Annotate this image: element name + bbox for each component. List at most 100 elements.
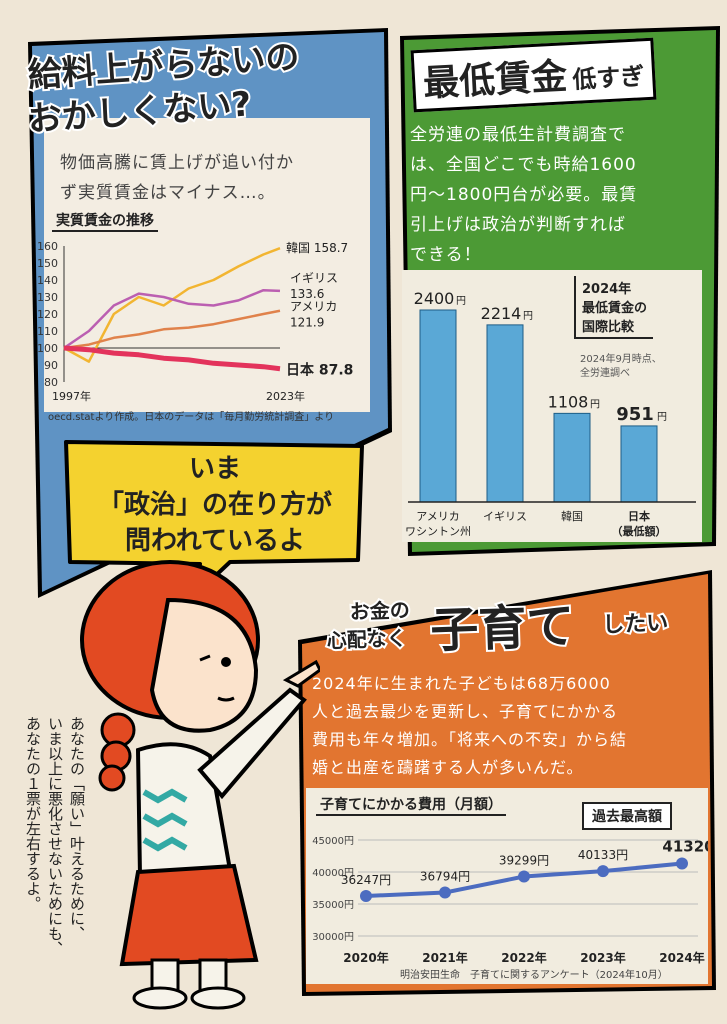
series-line-3 bbox=[63, 345, 281, 372]
bar-2 bbox=[553, 412, 591, 503]
series-line-0 bbox=[63, 247, 281, 363]
x-tick-label: 2023年 bbox=[266, 389, 305, 403]
cost-value-label: 40133円 bbox=[578, 848, 628, 862]
speech-bubble: いま 「政治」の在り方が 問われているよ bbox=[60, 436, 370, 598]
min-wage-chart-title-line1: 2024年 bbox=[582, 282, 632, 297]
x-tick-label: 2024年 bbox=[659, 950, 704, 964]
y-tick-label: 45000円 bbox=[312, 836, 354, 847]
y-tick-label: 110 bbox=[37, 325, 58, 338]
panel3-title-big: 子育て bbox=[427, 596, 577, 661]
panel2-title-small: 低すぎ bbox=[571, 62, 646, 94]
bar-value-label: 2400 bbox=[414, 289, 455, 308]
vertical-line3: あなたの１票が左右するよ。 bbox=[24, 716, 42, 911]
cost-value-label: 41320円 bbox=[662, 838, 708, 856]
cost-point bbox=[439, 886, 451, 899]
childcare-chart-label: 子育てにかかる費用（月額） bbox=[316, 794, 506, 816]
panel3-title-post: したい bbox=[600, 609, 671, 640]
panel3-body-line1: 2024年に生まれた子どもは68万6000 bbox=[312, 674, 611, 693]
bar-3 bbox=[620, 425, 658, 503]
panel2-body-line2: は、全国どこでも時給1600 bbox=[410, 155, 637, 175]
min-wage-chart-note-line2: 全労連調べ bbox=[580, 368, 630, 379]
childcare-panel-bg bbox=[298, 570, 716, 996]
usa-end-label-name: アメリカ bbox=[290, 300, 337, 314]
panel2-body-line3: 円〜1800円台が必要。最賃 bbox=[410, 185, 638, 205]
cost-value-label: 39299円 bbox=[499, 853, 549, 867]
cost-value-label: 36247円 bbox=[341, 873, 391, 887]
y-tick-label: 30000円 bbox=[312, 932, 354, 943]
cost-point bbox=[597, 865, 609, 878]
bar-value-label: 1108 bbox=[548, 392, 589, 411]
cost-point bbox=[518, 870, 530, 883]
bar-value-unit: 円 bbox=[523, 311, 533, 322]
y-tick-label: 120 bbox=[37, 308, 58, 321]
y-tick-label: 35000円 bbox=[312, 900, 354, 911]
real-wage-chart-label: 実質賃金の推移 bbox=[52, 210, 158, 232]
childcare-panel: お金の 心配なく 子育て したい 2024年に生まれた子どもは68万6000 人… bbox=[280, 560, 727, 1024]
y-tick-label: 80 bbox=[44, 376, 58, 389]
childcare-cost-chart: 45000円 40000円 35000円 30000円 36247円 2020年 36794… bbox=[312, 836, 708, 964]
vertical-message: あなたの「願い」叶えるために、 いま以上に悪化させないためにも、 あなたの１票が… bbox=[22, 716, 88, 996]
panel3-body-line2: 人と過去最少を更新し、子育てにかかる bbox=[312, 702, 619, 721]
panel1-body-line1: 物価高騰に賃上げが追い付か bbox=[60, 153, 294, 173]
series-line-1 bbox=[63, 288, 281, 350]
panel1-body-line2: ず実質賃金はマイナス…。 bbox=[60, 183, 276, 203]
panel2-title: 最低賃金 低すぎ bbox=[410, 37, 657, 113]
bar-category-label-2: （最低額） bbox=[612, 524, 667, 538]
uk-end-label-name: イギリス bbox=[290, 271, 338, 285]
bar-category-label: アメリカ bbox=[416, 510, 459, 523]
bar-1 bbox=[486, 324, 524, 503]
bar-0 bbox=[419, 309, 457, 503]
bar-value-unit: 円 bbox=[590, 399, 600, 410]
bubble-line1: いま bbox=[188, 454, 241, 484]
x-tick-label: 2023年 bbox=[580, 950, 625, 964]
y-tick-label: 150 bbox=[37, 257, 58, 270]
y-tick-label: 160 bbox=[37, 240, 58, 253]
bar-value-unit: 円 bbox=[657, 412, 667, 423]
min-wage-chart-title-line2: 最低賃金の bbox=[582, 301, 648, 316]
uk-end-value: 133.6 bbox=[290, 287, 324, 301]
cost-point bbox=[360, 890, 372, 903]
x-tick-label: 2022年 bbox=[501, 950, 546, 964]
bar-value-label: 951 bbox=[616, 404, 654, 425]
vertical-line2: いま以上に悪化させないためにも、 bbox=[46, 716, 64, 956]
y-tick-label: 130 bbox=[37, 291, 58, 304]
bar-value-label: 2214 bbox=[481, 304, 522, 323]
min-wage-chart-note-line1: 2024年9月時点、 bbox=[580, 354, 662, 365]
real-wage-chart: 80 90 100 110 120 130 140 150 160 1997年 2023年 韓国 15… bbox=[37, 240, 353, 403]
panel3-title: お金の 心配なく 子育て したい bbox=[319, 575, 721, 661]
panel3-body-line3: 費用も年々増加。「将来への不安」から結 bbox=[312, 730, 628, 749]
panel2-body-line1: 全労連の最低生計費調査で bbox=[410, 125, 626, 145]
real-wage-source: oecd.statより作成。日本のデータは「毎月勤労統計調査」より bbox=[48, 412, 335, 423]
record-high-callout: 過去最高額 bbox=[582, 802, 672, 830]
panel2-title-big: 最低賃金 bbox=[422, 56, 569, 105]
bar-category-label: イギリス bbox=[483, 510, 527, 523]
min-wage-chart-title: 2024年 最低賃金の 国際比較 bbox=[574, 276, 654, 339]
bar-category-label: 日本 bbox=[628, 509, 650, 523]
childcare-source: 明治安田生命 子育てに関するアンケート（2024年10月） bbox=[400, 970, 668, 981]
series-line-2 bbox=[63, 309, 281, 350]
y-tick-label: 40000円 bbox=[312, 868, 354, 879]
girl-illustration bbox=[80, 560, 320, 1010]
cost-point bbox=[676, 857, 688, 870]
y-tick-label: 90 bbox=[44, 359, 58, 372]
x-tick-label: 1997年 bbox=[52, 389, 91, 403]
bubble-line3: 問われているよ bbox=[125, 526, 305, 556]
cost-value-label: 36794円 bbox=[420, 870, 470, 884]
panel2-body-line4: 引上げは政治が判断すれば bbox=[410, 215, 626, 235]
panel3-title-pre2: 心配なく bbox=[324, 624, 409, 655]
y-tick-label: 140 bbox=[37, 274, 58, 287]
bar-category-label: 韓国 bbox=[561, 510, 583, 523]
korea-end-label: 韓国 158.7 bbox=[286, 241, 348, 255]
y-tick-label: 100 bbox=[37, 342, 58, 355]
minimum-wage-panel: 最低賃金 低すぎ 全労連の最低生計費調査で は、全国どこでも時給1600 円〜1… bbox=[380, 0, 727, 560]
bar-value-unit: 円 bbox=[456, 296, 466, 307]
usa-end-value: 121.9 bbox=[290, 316, 324, 330]
bubble-line2: 「政治」の在り方が bbox=[97, 490, 332, 520]
min-wage-chart-title-line3: 国際比較 bbox=[582, 320, 635, 335]
x-tick-label: 2020年 bbox=[343, 950, 388, 964]
japan-end-label: 日本 87.8 bbox=[286, 362, 353, 379]
vertical-line1: あなたの「願い」叶えるために、 bbox=[68, 716, 86, 941]
panel3-body-line4: 婚と出産を躊躇する人が多いんだ。 bbox=[312, 758, 584, 777]
bar-category-label-2: ワシントン州 bbox=[405, 525, 471, 538]
